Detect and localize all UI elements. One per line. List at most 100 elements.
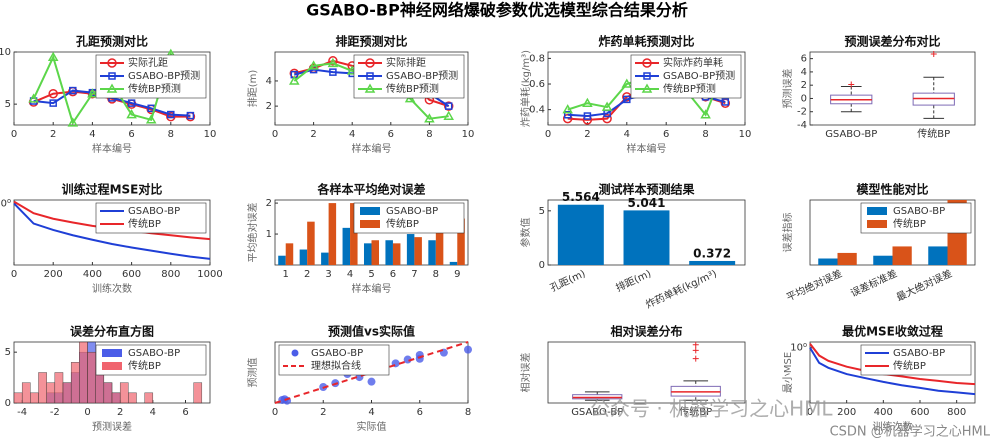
chart-title: 模型性能对比 bbox=[856, 182, 928, 197]
x-tick-label: 最大绝对误差 bbox=[894, 267, 954, 304]
chart-title: 孔距预测对比 bbox=[76, 34, 148, 49]
bar bbox=[428, 240, 436, 265]
y-tick-label: 10⁰ bbox=[790, 343, 807, 354]
x-tick-label: 6 bbox=[663, 129, 669, 140]
y-tick-label: 6 bbox=[801, 54, 807, 65]
legend-label: GSABO-BP bbox=[128, 206, 180, 217]
histogram-bar bbox=[21, 382, 31, 404]
x-tick-label: 600 bbox=[122, 269, 141, 280]
legend-label: GSABO-BP预测 bbox=[663, 69, 735, 82]
marker bbox=[69, 86, 77, 95]
x-tick-label: GSABO-BP bbox=[571, 407, 623, 418]
data-label: 5.564 bbox=[562, 190, 600, 204]
y-tick-label: 5 bbox=[539, 206, 545, 217]
x-tick-label: 2 bbox=[320, 407, 326, 418]
y-tick-label: 4 bbox=[266, 76, 272, 87]
legend-label: 传统BP bbox=[128, 217, 161, 230]
x-tick-label: 8 bbox=[702, 129, 708, 140]
legend-label: GSABO-BP bbox=[311, 348, 363, 359]
legend-swatch bbox=[291, 349, 299, 357]
bar bbox=[928, 246, 948, 265]
x-tick-label: 0 bbox=[84, 407, 90, 418]
marker bbox=[186, 111, 195, 120]
histogram-bar bbox=[13, 392, 23, 404]
bar bbox=[371, 240, 380, 265]
x-tick-label: 6 bbox=[417, 407, 423, 418]
outlier bbox=[692, 355, 699, 362]
legend-label: 传统BP预测 bbox=[663, 82, 716, 95]
x-tick-label: 2 bbox=[304, 269, 310, 280]
histogram-bar bbox=[70, 362, 80, 404]
histogram-bar bbox=[38, 372, 47, 404]
bar bbox=[328, 203, 337, 265]
chart-title: 预测值vs实际值 bbox=[328, 324, 415, 339]
y-tick-label: 0 bbox=[801, 93, 807, 104]
x-tick-label: 0 bbox=[545, 129, 551, 140]
x-tick-label: 5 bbox=[368, 269, 374, 280]
legend-label: 传统BP bbox=[893, 217, 926, 230]
marker bbox=[127, 99, 136, 107]
bar bbox=[435, 227, 444, 265]
x-tick-label: 8 bbox=[433, 269, 439, 280]
marker bbox=[601, 101, 613, 111]
watermark: 公众号 · 机器学习之心HML bbox=[590, 397, 833, 421]
marker bbox=[621, 78, 633, 88]
x-axis-label: 样本编号 bbox=[352, 282, 392, 295]
x-axis-label: 训练次数 bbox=[873, 420, 913, 433]
bar bbox=[873, 255, 893, 265]
chart-title: 最优MSE收敛过程 bbox=[842, 324, 943, 339]
bar bbox=[350, 203, 358, 265]
bar bbox=[623, 210, 670, 265]
x-tick-label: 400 bbox=[874, 407, 893, 418]
chart-title: 炸药单耗预测对比 bbox=[598, 34, 694, 49]
bar bbox=[449, 261, 458, 265]
y-tick-label: 0.8 bbox=[529, 53, 545, 64]
marker bbox=[87, 88, 98, 98]
histogram-bar bbox=[62, 382, 72, 404]
legend-label: GSABO-BP bbox=[386, 206, 438, 217]
legend-label: GSABO-BP预测 bbox=[386, 69, 458, 82]
bar bbox=[892, 246, 912, 265]
chart-title: 各样本平均绝对误差 bbox=[316, 182, 425, 197]
point bbox=[403, 355, 412, 364]
data-label: 5.041 bbox=[628, 196, 666, 210]
legend-marker bbox=[364, 83, 376, 93]
legend-marker bbox=[107, 58, 117, 68]
marker bbox=[289, 75, 300, 85]
histogram-bar bbox=[30, 392, 39, 404]
histogram-bar bbox=[111, 392, 121, 404]
y-axis-label: 排距(m) bbox=[246, 70, 259, 108]
x-tick-label: 10 bbox=[204, 129, 217, 140]
marker bbox=[700, 109, 711, 119]
bar bbox=[299, 249, 308, 265]
watermark: CSDN @机器学习之心HML bbox=[830, 424, 991, 440]
x-tick-label: 4 bbox=[347, 269, 353, 280]
bar bbox=[307, 221, 315, 265]
legend-marker bbox=[366, 72, 374, 80]
y-axis-label: 平均绝对误差 bbox=[246, 203, 259, 263]
y-tick-label: 5 bbox=[5, 99, 11, 110]
x-tick-label: 4 bbox=[150, 407, 156, 418]
marker bbox=[583, 112, 592, 120]
marker bbox=[328, 56, 338, 66]
bar bbox=[818, 258, 838, 265]
legend-swatch bbox=[102, 349, 122, 357]
legend-marker bbox=[108, 72, 116, 80]
x-tick-label: -4 bbox=[17, 407, 27, 418]
legend-label: 实际炸药单耗 bbox=[663, 56, 723, 69]
y-tick-label: 1 bbox=[266, 229, 272, 240]
legend-swatch bbox=[102, 362, 122, 370]
x-tick-label: 1000 bbox=[197, 269, 222, 280]
data-label: 0.372 bbox=[693, 246, 731, 260]
marker bbox=[166, 111, 176, 122]
x-axis-label: 样本编号 bbox=[352, 142, 392, 155]
marker bbox=[443, 101, 454, 111]
x-tick-label: 8 bbox=[465, 407, 471, 418]
marker bbox=[424, 113, 435, 123]
y-axis-label: 参数值 bbox=[519, 218, 532, 248]
x-tick-label: 孔距(m) bbox=[548, 268, 587, 295]
axes-frame bbox=[809, 51, 976, 126]
marker bbox=[327, 57, 339, 68]
legend-label: 实际排距 bbox=[386, 56, 426, 69]
x-tick-label: 1 bbox=[283, 269, 289, 280]
